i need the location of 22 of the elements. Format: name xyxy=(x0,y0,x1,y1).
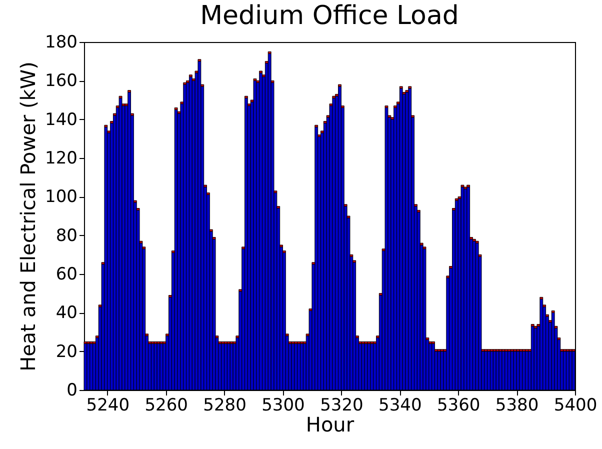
y-tick-label: 80 xyxy=(56,226,78,246)
x-tick-label: 5360 xyxy=(436,396,480,416)
x-tick-label: 5340 xyxy=(378,396,422,416)
y-tick-label: 160 xyxy=(45,71,78,92)
y-tick-label: 40 xyxy=(56,303,78,324)
y-tick-label: 60 xyxy=(56,264,78,284)
x-tick-label: 5280 xyxy=(203,396,246,416)
y-tick-label: 140 xyxy=(45,110,78,130)
x-tick-label: 5240 xyxy=(86,396,130,416)
y-tick-label: 20 xyxy=(56,342,78,362)
x-tick-label: 5300 xyxy=(262,396,305,416)
y-tick-label: 180 xyxy=(45,32,78,52)
y-tick-label: 0 xyxy=(66,380,78,400)
x-tick-label: 5380 xyxy=(495,396,539,416)
x-tick-label: 5400 xyxy=(554,396,598,416)
y-tick-label: 120 xyxy=(45,148,78,168)
chart-title: Medium Office Load xyxy=(200,1,459,31)
x-axis-title: Hour xyxy=(306,412,355,436)
y-tick-label: 100 xyxy=(45,187,78,208)
y-axis-title: Heat and Electrical Power (kW) xyxy=(16,62,40,372)
x-tick-label: 5320 xyxy=(320,396,364,416)
x-tick-label: 5260 xyxy=(144,396,188,416)
